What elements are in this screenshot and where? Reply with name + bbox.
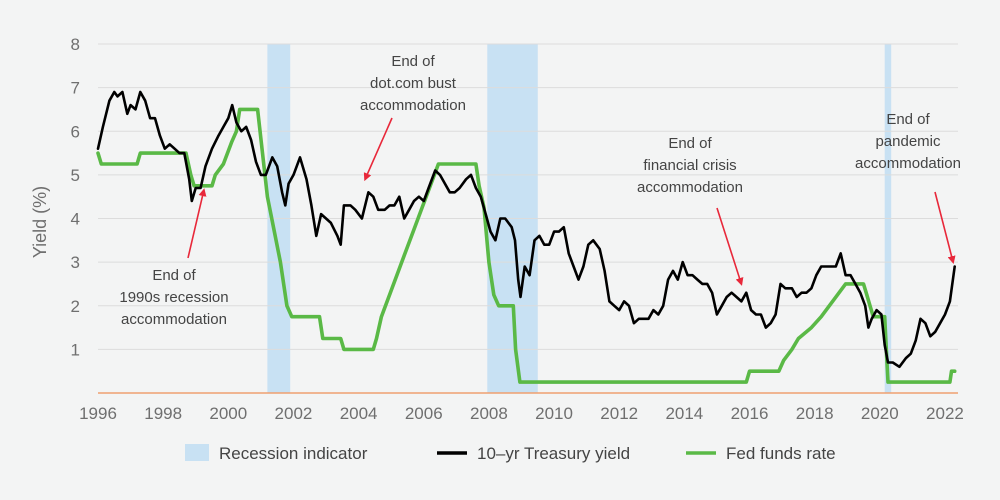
x-tick-label: 2002: [275, 404, 313, 423]
y-tick-label: 7: [71, 79, 80, 98]
y-axis-title: Yield (%): [30, 186, 50, 258]
annotation-1: End of dot.com bust accommodation: [360, 53, 466, 182]
x-tick-label: 1996: [79, 404, 117, 423]
legend-item-2: 10–yr Treasury yield: [437, 444, 630, 463]
y-tick-label: 4: [71, 210, 80, 229]
x-tick-label: 2008: [470, 404, 508, 423]
x-tick-label: 2006: [405, 404, 443, 423]
y-tick-labels: 1 2 3 4 5 6 7 8: [71, 35, 80, 359]
annotation-2: End of 1990s recession accommodation: [119, 188, 229, 328]
legend-label: Fed funds rate: [726, 444, 836, 463]
annotation-text: 1990s recession: [119, 289, 228, 306]
annotations: End of dot.com bust accommodation End of 199…: [119, 53, 961, 328]
y-tick-label: 3: [71, 253, 80, 272]
annotation-arrow: [716, 207, 744, 286]
annotation-arrow: [934, 191, 956, 265]
x-tick-label: 2010: [535, 404, 573, 423]
x-tick-label: 1998: [144, 404, 182, 423]
legend: Recession indicator 10–yr Treasury yield F…: [185, 444, 836, 463]
x-tick-label: 2000: [209, 404, 247, 423]
treasury-yield-line: [96, 90, 956, 369]
x-tick-label: 2014: [665, 404, 703, 423]
series-lines: [96, 90, 957, 384]
y-tick-label: 1: [71, 340, 80, 359]
annotation-arrow: [187, 188, 207, 259]
x-tick-label: 2004: [340, 404, 378, 423]
x-tick-label: 2012: [600, 404, 638, 423]
x-tick-labels: 1996 1998 2000 2002 2004 2006 2008 2010 2012 2014…: [79, 404, 964, 423]
annotation-text: End of: [152, 267, 196, 284]
annotation-text: accommodation: [637, 179, 743, 196]
legend-label: 10–yr Treasury yield: [477, 444, 630, 463]
annotation-3: End of financial crisis accommodation: [637, 135, 744, 286]
y-tick-label: 5: [71, 166, 80, 185]
annotation-text: End of: [668, 135, 712, 152]
annotation-arrow: [363, 117, 393, 182]
legend-item-1: Recession indicator: [185, 444, 368, 463]
annotation-4: End of pandemic accommodation: [855, 111, 961, 265]
legend-swatch: [185, 444, 209, 461]
annotation-text: pandemic: [875, 133, 941, 150]
legend-item-3: Fed funds rate: [686, 444, 836, 463]
y-tick-label: 8: [71, 35, 80, 54]
annotation-text: End of: [886, 111, 930, 128]
annotation-text: dot.com bust: [370, 75, 457, 92]
y-tick-label: 6: [71, 122, 80, 141]
annotation-text: accommodation: [855, 155, 961, 172]
x-tick-label: 2018: [796, 404, 834, 423]
legend-label: Recession indicator: [219, 444, 368, 463]
x-tick-label: 2020: [861, 404, 899, 423]
annotation-text: financial crisis: [643, 157, 736, 174]
y-tick-label: 2: [71, 297, 80, 316]
annotation-text: End of: [391, 53, 435, 70]
x-tick-label: 2016: [731, 404, 769, 423]
annotation-text: accommodation: [121, 311, 227, 328]
annotation-text: accommodation: [360, 97, 466, 114]
x-tick-label: 2022: [926, 404, 964, 423]
